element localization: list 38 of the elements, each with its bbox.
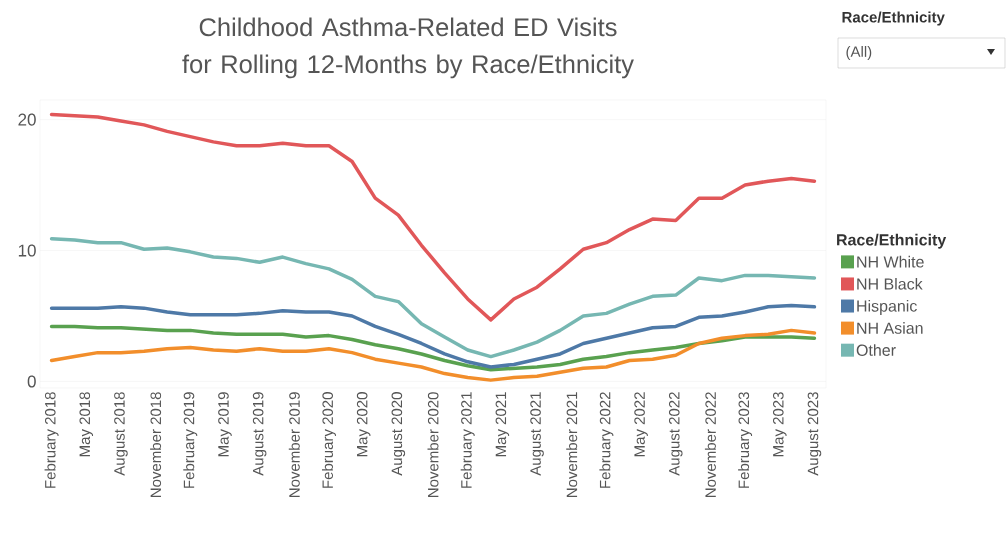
x-tick-label: August 2019 [252,392,267,476]
x-tick-label: February 2022 [599,392,614,488]
x-tick-label: May 2018 [79,392,94,457]
legend-label: NH Asian [857,322,923,334]
x-tick-label: August 2020 [391,392,406,476]
x-tick-label: November 2018 [150,392,162,497]
line-series [49,112,817,322]
x-tick-label: May 2021 [495,392,510,457]
legend-label: NH White [857,255,924,268]
x-tick-label: August 2021 [530,392,544,476]
x-tick-label: November 2022 [704,392,716,497]
legend-label: NH Black [857,277,923,290]
text: (All) [846,46,872,60]
x-tick-label: August 2022 [668,392,683,476]
x-tick-label: February 2019 [183,392,198,488]
y-tick-label: 0 [27,375,36,388]
x-tick-label: May 2023 [772,392,787,457]
y-tick-label: 20 [18,113,36,126]
legend-label: Other [856,344,896,356]
x-tick-label: November 2021 [566,392,578,497]
line-series [49,328,817,382]
x-tick-label: November 2020 [427,392,439,497]
x-tick-label: February 2023 [738,392,753,488]
line-series [49,237,817,359]
x-tick-label: February 2018 [44,392,59,488]
x-tick-label: November 2019 [288,392,300,497]
x-tick-label: February 2021 [460,392,475,488]
legend-title: Race/Ethnicity [837,233,947,249]
x-tick-label: May 2022 [634,392,648,457]
x-tick-label: August 2018 [114,392,128,476]
y-tick-label: 10 [18,244,36,257]
text: Race/Ethnicity [842,11,945,26]
chart-title: Childhood Asthma-Related ED Visits for Rolling 12-Months by Race/Ethnicity [182,17,634,79]
legend-label: Hispanic [857,299,917,315]
x-tick-label: May 2019 [218,392,232,457]
x-tick-label: May 2020 [356,392,371,457]
x-tick-label: August 2023 [807,392,822,476]
x-tick-label: February 2020 [321,392,336,488]
